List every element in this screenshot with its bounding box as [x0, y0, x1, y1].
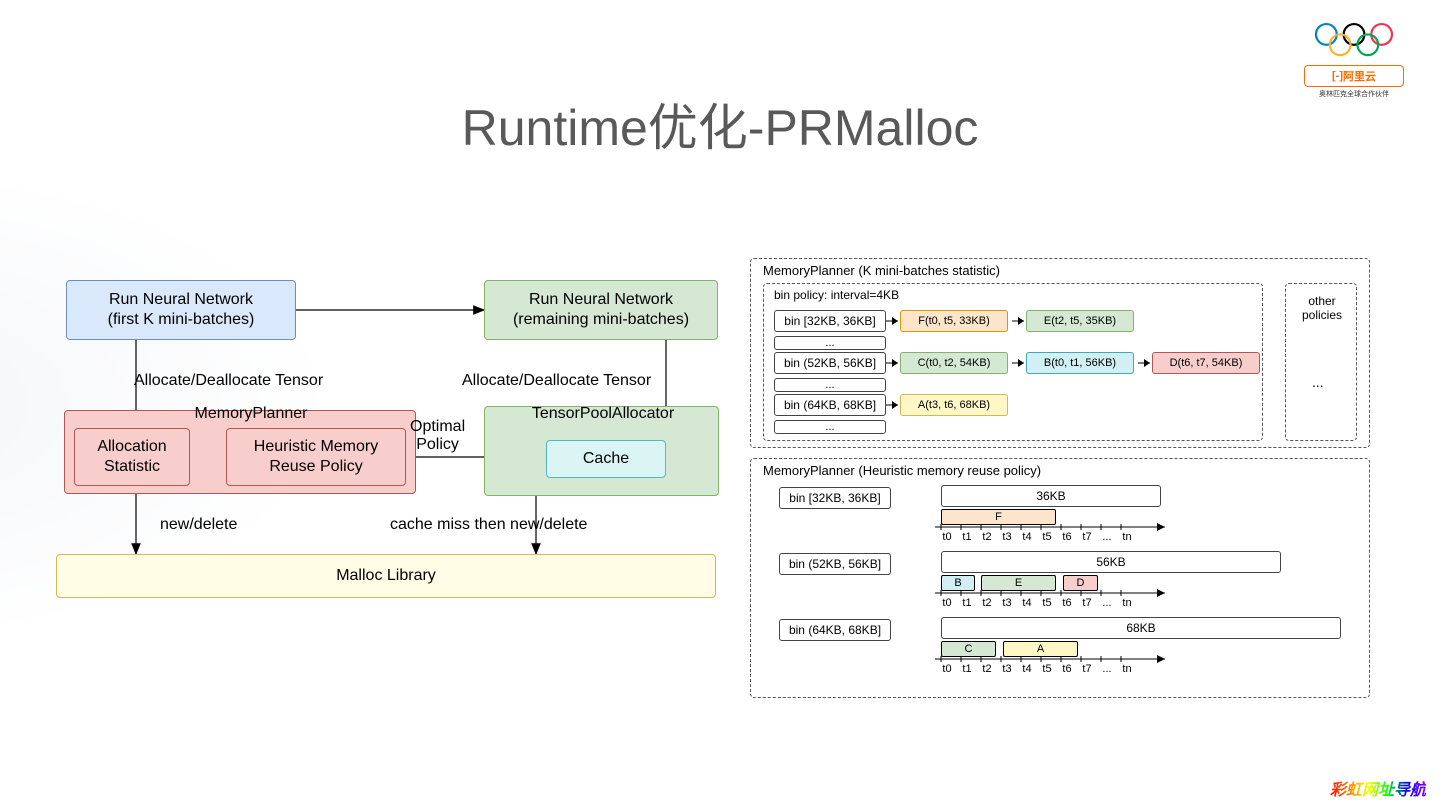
node-heur: Heuristic Memory Reuse Policy [226, 428, 406, 486]
label-l3: Optimal Policy [410, 418, 465, 454]
label-l4: new/delete [160, 516, 237, 534]
node-tpaLbl: TensorPoolAllocator [488, 402, 718, 426]
memoryplanner-reuse-panel: MemoryPlanner (Heuristic memory reuse po… [750, 458, 1370, 698]
bin-dots: ... [774, 420, 886, 434]
bin-dots: ... [774, 336, 886, 350]
timeline-bin-label: bin [32KB, 36KB] [779, 487, 891, 509]
label-l1: Allocate/Deallocate Tensor [134, 372, 323, 390]
timeline-size-box: 68KB [941, 617, 1341, 639]
chip-E: E(t2, t5, 35KB) [1026, 310, 1134, 332]
bin-label: bin (52KB, 56KB] [774, 352, 886, 374]
timeline-bin-label: bin (64KB, 68KB] [779, 619, 891, 641]
other-policies-dots: ... [1312, 374, 1324, 390]
node-mp: MemoryPlanner [176, 402, 326, 426]
chip-C: C(t0, t2, 54KB) [900, 352, 1008, 374]
top-panel-title: MemoryPlanner (K mini-batches statistic) [763, 263, 1000, 278]
node-run1: Run Neural Network (first K mini-batches… [66, 280, 296, 340]
chip-D: D(t6, t7, 54KB) [1152, 352, 1260, 374]
bin-dots: ... [774, 378, 886, 392]
node-malloc: Malloc Library [56, 554, 716, 598]
bin-label: bin [32KB, 36KB] [774, 310, 886, 332]
chip-B: B(t0, t1, 56KB) [1026, 352, 1134, 374]
bin-policy-label: bin policy: interval=4KB [774, 288, 899, 302]
timeline-bin-label: bin (52KB, 56KB] [779, 553, 891, 575]
other-policies-box: other policies ... [1285, 283, 1357, 441]
aliyun-logo: [-] 阿里云 [1304, 65, 1404, 87]
bin-row: bin (52KB, 56KB] C(t0, t2, 54KB) B(t0, t1,… [774, 352, 1254, 376]
timeline-ticks: t0t1t2t3t4t5t6t7...tn [937, 531, 1137, 543]
chip-A: A(t3, t6, 68KB) [900, 394, 1008, 416]
timeline-size-box: 36KB [941, 485, 1161, 507]
timeline-size-box: 56KB [941, 551, 1281, 573]
page-title: Runtime优化-PRMalloc [0, 88, 1440, 160]
bin-policy-box: bin policy: interval=4KB bin [32KB, 36KB… [763, 283, 1263, 441]
node-alloc: Allocation Statistic [74, 428, 190, 486]
right-panels: MemoryPlanner (K mini-batches statistic)… [750, 258, 1390, 708]
node-run2: Run Neural Network (remaining mini-batch… [484, 280, 718, 340]
bottom-panel-title: MemoryPlanner (Heuristic memory reuse po… [763, 463, 1041, 478]
label-l2: Allocate/Deallocate Tensor [462, 372, 651, 390]
memoryplanner-statistic-panel: MemoryPlanner (K mini-batches statistic)… [750, 258, 1370, 448]
bin-label: bin (64KB, 68KB] [774, 394, 886, 416]
bin-row: bin [32KB, 36KB] F(t0, t5, 33KB) E(t2, t5,… [774, 310, 1254, 334]
chip-F: F(t0, t5, 33KB) [900, 310, 1008, 332]
timeline-ticks: t0t1t2t3t4t5t6t7...tn [937, 663, 1137, 675]
flow-diagram: Run Neural Network (first K mini-batches… [56, 280, 716, 600]
label-l5: cache miss then new/delete [390, 516, 587, 534]
node-cache: Cache [546, 440, 666, 478]
timeline-ticks: t0t1t2t3t4t5t6t7...tn [937, 597, 1137, 609]
olympic-rings-icon [1312, 22, 1396, 60]
other-policies-label: other policies [1292, 294, 1352, 322]
bin-row: bin (64KB, 68KB] A(t3, t6, 68KB) [774, 394, 1254, 418]
watermark: 彩虹网址导航 [1330, 776, 1426, 800]
